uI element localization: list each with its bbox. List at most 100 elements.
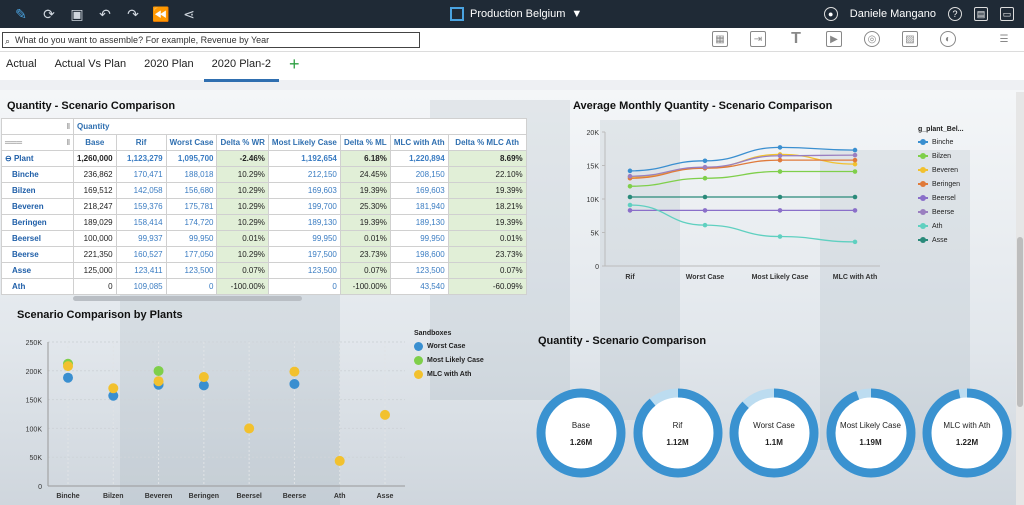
column-header[interactable]: Delta % ML [339,134,391,151]
table-cell: 99,950 [389,230,449,247]
scatter-point [108,390,119,401]
row-label[interactable]: Asse [1,262,74,279]
video-widget-icon[interactable]: ▶ [826,31,842,47]
menu-icon[interactable]: ═══ [5,138,23,147]
tab-2020-plan[interactable]: 2020 Plan [144,58,194,70]
table-cell: 10.29% [216,182,269,199]
text-widget-icon[interactable]: T [791,30,801,47]
donut-chart [633,388,722,478]
legend-item[interactable]: MLC with Ath [414,367,484,381]
legend-item[interactable]: Asse [918,233,964,247]
column-header[interactable]: Delta % WR [216,134,269,151]
legend-item[interactable]: Beersel [918,191,964,205]
table-widget-icon[interactable]: ▦ [712,31,728,47]
edit-icon[interactable]: ✎ [15,5,27,22]
column-header[interactable]: MLC with Ath [389,134,449,151]
legend-item[interactable]: Bilzen [918,149,964,163]
rewind-icon[interactable]: ⏪ [152,5,170,22]
table-cell: -60.09% [447,278,527,295]
drag-handle-icon[interactable]: ‖ [66,122,70,131]
legend-item[interactable]: Beveren [918,163,964,177]
share-icon[interactable]: ⋖ [183,5,195,22]
tab-actual[interactable]: Actual [6,58,37,70]
scatter-point [153,365,164,376]
x-tick-label: MLC with Ath [833,274,877,281]
project-selector[interactable]: Production Belgium ▼ [450,0,582,28]
table-cell: 236,862 [73,166,117,183]
table-cell: 23.73% [447,246,527,263]
column-header[interactable]: Delta % MLC Ath [447,134,527,151]
table-title: Quantity - Scenario Comparison [7,100,176,112]
tab-2020-plan-2[interactable]: 2020 Plan-2 [203,52,280,82]
x-tick-label: Ath [334,493,346,500]
legend-label: Beerse [932,208,955,216]
row-label[interactable]: Binche [1,166,74,183]
scatter-point [380,409,390,420]
legend-item[interactable]: Ath [918,219,964,233]
donut-chart [536,388,626,478]
legend-item[interactable]: Beringen [918,177,964,191]
top-toolbar: ✎ ⟳ ▣ ↶ ↷ ⏪ ⋖ Production Belgium ▼ ● Dan… [0,0,1024,28]
row-label[interactable]: ⊖ Plant [1,150,74,167]
column-header[interactable]: Rif [115,134,167,151]
undo-icon[interactable]: ↶ [99,5,111,22]
legend-marker [414,341,423,351]
table-row: Ath 0 109,085 0 -100.00% 0 -100.00% 43,540 -60.0… [1,278,527,295]
table-cell: 8.69% [447,150,527,167]
notifications-icon[interactable]: ▤ [974,7,988,21]
row-label[interactable]: Beersel [1,230,74,247]
data-point [852,152,858,158]
page-vertical-scrollbar[interactable] [1016,92,1024,505]
legend-marker [918,195,928,201]
search-input[interactable]: ⌕ What do you want to assemble? For exam… [2,32,420,48]
drag-handle-icon[interactable]: ‖ [66,138,70,147]
refresh-icon[interactable]: ⟳ [43,5,55,22]
row-label[interactable]: Beerse [1,246,74,263]
collapse-icon[interactable]: ⊖ [5,154,12,163]
tab-actual-vs-plan[interactable]: Actual Vs Plan [54,58,127,70]
x-tick-label: Rif [625,274,635,281]
scatter-chart: 0 50K 100K 150K 200K 250K Binche Bilzen Beveren B… [26,340,405,500]
table-row: Beringen 189,029 158,414 174,720 10.29% 189,1… [1,214,527,231]
shape-widget-icon[interactable]: ◐ [940,31,956,47]
settings-sliders-icon[interactable]: ☰ [999,33,1009,45]
image-widget-icon[interactable]: ▨ [902,31,918,47]
table-cell: 109,085 [115,278,167,295]
table-cell: 123,500 [389,262,449,279]
column-header[interactable]: Base [73,134,117,151]
legend-item[interactable]: Most Likely Case [414,353,484,367]
legend-item[interactable]: Binche [918,135,964,149]
save-icon[interactable]: ▣ [70,5,84,22]
table-cell: 170,471 [115,166,167,183]
scatter-point [244,423,255,434]
donut-label: Worst Case [753,421,795,430]
data-point [777,234,783,239]
row-label[interactable]: Beveren [1,198,74,215]
legend-item[interactable]: Worst Case [414,339,484,353]
add-tab-icon[interactable]: + [289,54,300,74]
donut-label: MLC with Ath [943,421,991,430]
row-label[interactable]: Beringen [1,214,74,231]
column-header[interactable]: Worst Case [165,134,218,151]
legend-label: Most Likely Case [427,356,484,364]
legend-item[interactable]: Beerse [918,205,964,219]
data-point [702,175,708,181]
user-name[interactable]: Daniele Mangano [849,8,936,20]
chat-icon[interactable]: ▭ [1000,7,1014,21]
row-header-corner: ═══ ‖ [1,134,74,151]
table-horizontal-scrollbar[interactable] [73,296,302,301]
import-widget-icon[interactable]: ⇥ [750,31,766,47]
scrollbar-thumb[interactable] [1017,237,1023,407]
x-tick-label: Binche [56,493,79,500]
redo-icon[interactable]: ↷ [127,5,139,22]
user-avatar-icon[interactable]: ● [823,7,838,21]
table-cell: 175,781 [165,198,218,215]
web-widget-icon[interactable]: ◎ [864,31,880,47]
column-header[interactable]: Most Likely Case [267,134,341,151]
line-chart: 0 5K 10K 15K 20K Rif Worst Case Most Likely Cas… [587,130,880,281]
row-label[interactable]: Bilzen [1,182,74,199]
help-icon[interactable]: ? [948,7,962,21]
scatter-point [289,379,300,390]
table-row: Beveren 218,247 159,376 175,781 10.29% 199,70… [1,198,527,215]
row-label[interactable]: Ath [1,278,74,295]
